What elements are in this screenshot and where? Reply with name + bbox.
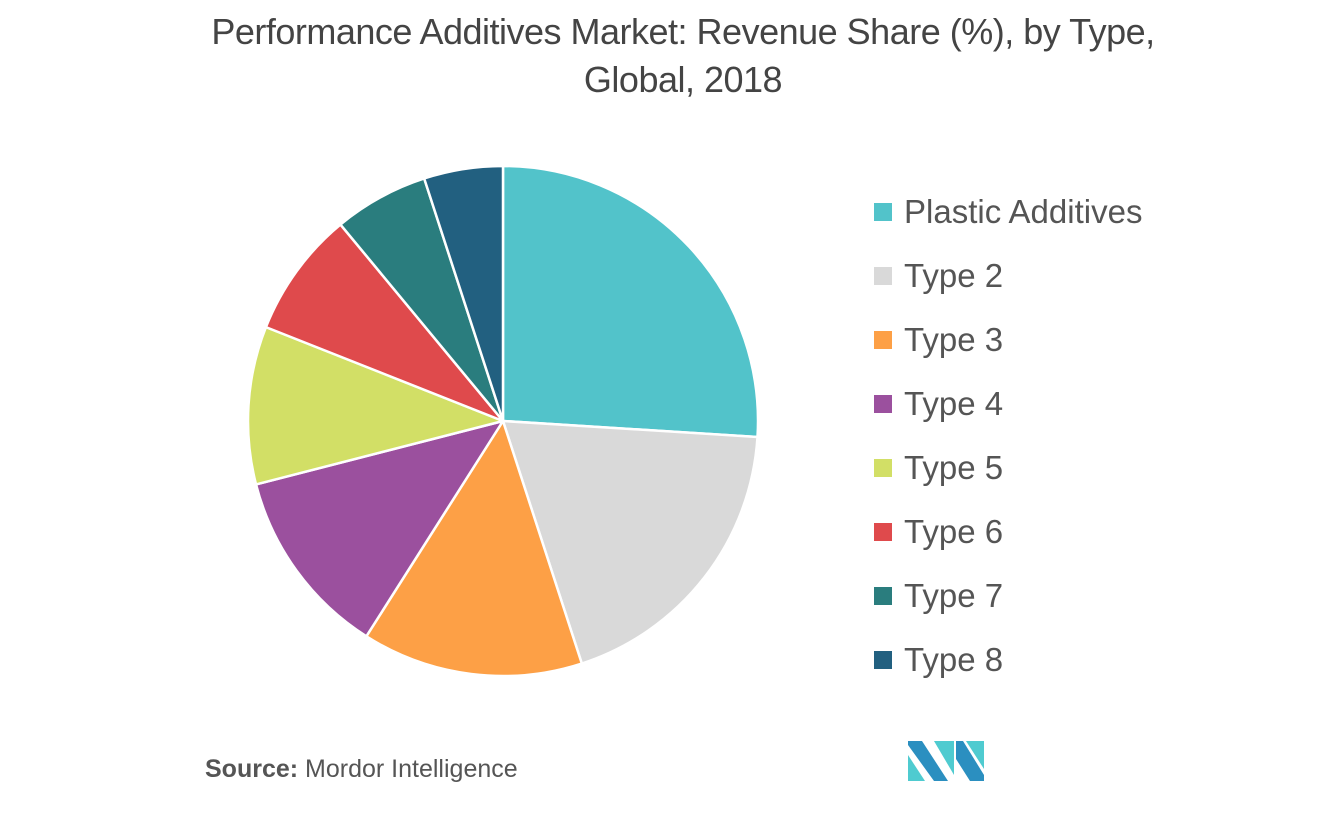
legend-swatch-icon	[874, 459, 892, 477]
legend-swatch-icon	[874, 523, 892, 541]
legend-label: Type 5	[904, 449, 1004, 486]
pie-slice-type-4	[254, 419, 505, 638]
legend-swatch-icon	[874, 267, 892, 285]
legend-swatch-icon	[874, 203, 892, 221]
source-text: Mordor Intelligence	[305, 755, 518, 783]
legend-swatch-icon	[874, 651, 892, 669]
pie-slice-type-2	[501, 419, 759, 665]
legend-label: Type 6	[904, 513, 1004, 550]
chart-title-line-1: Performance Additives Market: Revenue Sh…	[211, 11, 1155, 52]
legend-label: Type 7	[904, 577, 1004, 614]
legend-label: Plastic Additives	[904, 193, 1143, 230]
legend-item-type-6: Type 6	[874, 500, 1142, 564]
legend-swatch-icon	[874, 331, 892, 349]
chart-title-line-2: Global, 2018	[583, 59, 783, 100]
chart-legend: Plastic Additives Type 2 Type 3 Type 4 Type …	[874, 180, 1142, 692]
pie-slice-type-8	[422, 164, 505, 423]
legend-item-type-3: Type 3	[874, 308, 1142, 372]
pie-slice-type-6	[264, 223, 505, 423]
pie-chart-svg	[246, 164, 760, 678]
legend-label: Type 4	[904, 385, 1004, 422]
legend-label: Type 8	[904, 641, 1004, 678]
legend-swatch-icon	[874, 395, 892, 413]
legend-label: Type 2	[904, 257, 1004, 294]
legend-item-type-4: Type 4	[874, 372, 1142, 436]
legend-item-type-5: Type 5	[874, 436, 1142, 500]
chart-title: Performance Additives Market: Revenue Sh…	[0, 8, 1322, 104]
pie-slice-plastic-additives	[501, 164, 760, 439]
legend-item-type-2: Type 2	[874, 244, 1142, 308]
pie-chart	[240, 158, 766, 684]
pie-slice-type-3	[365, 419, 584, 678]
pie-slice-type-5	[246, 325, 505, 486]
source-note: Source: Mordor Intelligence	[205, 755, 518, 784]
legend-item-type-8: Type 8	[874, 628, 1142, 692]
legend-label: Type 3	[904, 321, 1004, 358]
legend-item-type-7: Type 7	[874, 564, 1142, 628]
legend-item-plastic-additives: Plastic Additives	[874, 180, 1142, 244]
source-label: Source:	[205, 755, 299, 783]
legend-swatch-icon	[874, 587, 892, 605]
mordor-intelligence-logo-icon	[908, 741, 984, 781]
